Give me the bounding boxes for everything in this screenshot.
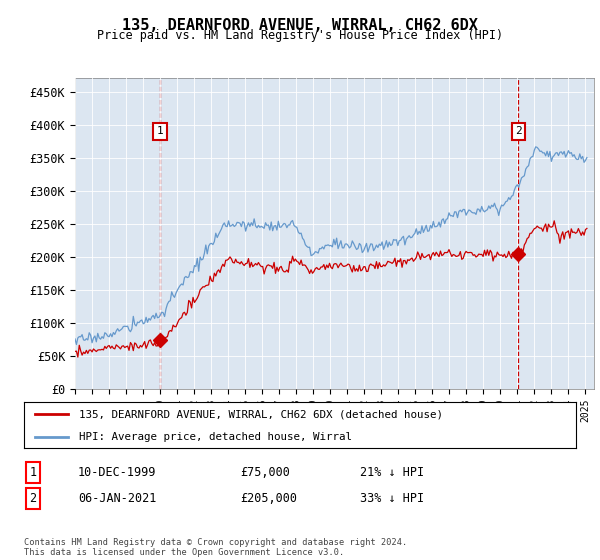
Text: 21% ↓ HPI: 21% ↓ HPI — [360, 466, 424, 479]
Text: Price paid vs. HM Land Registry's House Price Index (HPI): Price paid vs. HM Land Registry's House … — [97, 29, 503, 42]
Text: £75,000: £75,000 — [240, 466, 290, 479]
Text: 06-JAN-2021: 06-JAN-2021 — [78, 492, 157, 505]
Text: 33% ↓ HPI: 33% ↓ HPI — [360, 492, 424, 505]
Text: 1: 1 — [157, 127, 163, 136]
Text: 135, DEARNFORD AVENUE, WIRRAL, CH62 6DX (detached house): 135, DEARNFORD AVENUE, WIRRAL, CH62 6DX … — [79, 409, 443, 419]
Text: 2: 2 — [515, 127, 521, 136]
Text: £205,000: £205,000 — [240, 492, 297, 505]
Text: Contains HM Land Registry data © Crown copyright and database right 2024.
This d: Contains HM Land Registry data © Crown c… — [24, 538, 407, 557]
Text: HPI: Average price, detached house, Wirral: HPI: Average price, detached house, Wirr… — [79, 432, 352, 441]
Text: 10-DEC-1999: 10-DEC-1999 — [78, 466, 157, 479]
Text: 2: 2 — [29, 492, 37, 505]
Text: 1: 1 — [29, 466, 37, 479]
Text: 135, DEARNFORD AVENUE, WIRRAL, CH62 6DX: 135, DEARNFORD AVENUE, WIRRAL, CH62 6DX — [122, 18, 478, 33]
